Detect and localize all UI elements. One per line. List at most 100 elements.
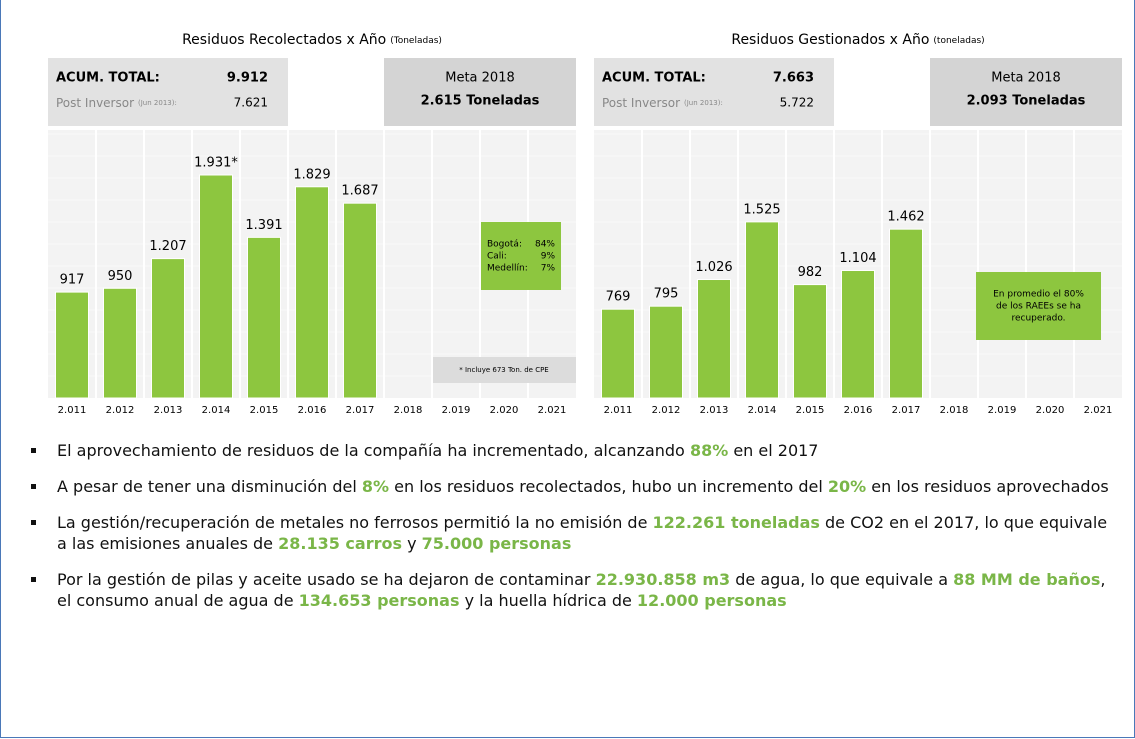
x-tick-label: 2.011 <box>604 405 633 416</box>
post-note: (Jun 2013): <box>138 99 177 107</box>
footnote-box <box>433 357 576 383</box>
bullet-text: La gestión/recuperación de metales no fe… <box>57 513 653 532</box>
x-tick-label: 2.014 <box>748 405 777 416</box>
bullet-text: y <box>402 534 422 553</box>
bullet-text: en los residuos recolectados, hubo un in… <box>389 477 828 496</box>
highlight: 134.653 personas <box>298 591 460 610</box>
post-label: Post Inversor (Jun 2013): <box>602 96 723 110</box>
value-label: 1.104 <box>839 251 876 266</box>
x-tick-label: 2.016 <box>844 405 873 416</box>
x-tick-label: 2.019 <box>442 405 471 416</box>
goal-value: 2.093 Toneladas <box>967 94 1086 109</box>
title-note: (Toneladas) <box>390 36 442 46</box>
value-label: 1.207 <box>149 239 186 254</box>
value-label: 1.525 <box>743 202 780 217</box>
bullet-text: El aprovechamiento de residuos de la com… <box>57 441 690 460</box>
bullet-text: en el 2017 <box>728 441 819 460</box>
bullet-list: El aprovechamiento de residuos de la com… <box>29 440 1119 626</box>
value-label: 1.931* <box>194 156 238 171</box>
bullet-text: , el consumo anual de agua de <box>57 570 1106 610</box>
value-label: 1.462 <box>887 210 924 225</box>
annotation-name: Medellín: <box>487 264 528 274</box>
value-label: 1.829 <box>293 167 330 182</box>
x-tick-label: 2.012 <box>652 405 681 416</box>
value-label: 769 <box>606 290 631 305</box>
bar <box>745 221 779 399</box>
x-tick-label: 2.018 <box>394 405 423 416</box>
bar <box>601 308 635 399</box>
bar <box>199 174 233 399</box>
bullet-text: de CO2 en el 2017, lo que equivale a las… <box>57 513 1108 553</box>
summary-box <box>48 58 288 126</box>
annotation-text: recuperado. <box>1011 314 1065 324</box>
highlight: 22.930.858 m3 <box>595 570 731 589</box>
highlight: 28.135 carros <box>278 534 402 553</box>
acum-value: 7.663 <box>773 71 814 86</box>
bar <box>649 305 683 399</box>
annotation-name: Cali: <box>487 252 507 262</box>
chart-title: Residuos Recolectados x Año (Toneladas) <box>182 32 442 48</box>
post-value: 7.621 <box>234 96 268 110</box>
goal-box <box>930 58 1122 126</box>
bullet-text: A pesar de tener una disminución del <box>57 477 362 496</box>
annotation-text: En promedio el 80% <box>993 290 1084 300</box>
bar <box>55 291 89 399</box>
x-tick-label: 2.017 <box>892 405 921 416</box>
annotation-box <box>976 272 1101 340</box>
post-label: Post Inversor (Jun 2013): <box>56 96 177 110</box>
highlight: 122.261 toneladas <box>652 513 820 532</box>
bullet-text: y la huella hídrica de <box>459 591 637 610</box>
x-tick-label: 2.019 <box>988 405 1017 416</box>
highlight: 12.000 personas <box>636 591 787 610</box>
post-label-text: Post Inversor <box>602 96 680 110</box>
value-label: 917 <box>60 273 85 288</box>
acum-label: ACUM. TOTAL: <box>602 71 706 86</box>
title-text: Residuos Gestionados x Año <box>731 32 929 48</box>
bar <box>151 258 185 399</box>
footnote: * Incluye 673 Ton. de CPE <box>459 366 548 374</box>
highlight: 88 MM de baños <box>953 570 1101 589</box>
highlight: 75.000 personas <box>421 534 572 553</box>
value-label: 950 <box>108 269 133 284</box>
bar <box>793 284 827 399</box>
annotation-value: 9% <box>541 252 556 262</box>
goal-title: Meta 2018 <box>445 71 515 86</box>
annotation-value: 84% <box>535 240 555 250</box>
bar <box>697 279 731 399</box>
bullet-text: en los residuos aprovechados <box>866 477 1109 496</box>
x-tick-label: 2.016 <box>298 405 327 416</box>
value-label: 795 <box>654 287 679 302</box>
x-tick-label: 2.011 <box>58 405 87 416</box>
x-tick-label: 2.021 <box>1084 405 1113 416</box>
summary-box <box>594 58 834 126</box>
bullet-text: de agua, lo que equivale a <box>730 570 954 589</box>
value-label: 982 <box>798 265 823 280</box>
bullet: El aprovechamiento de residuos de la com… <box>29 440 1119 461</box>
x-tick-label: 2.020 <box>490 405 519 416</box>
highlight: 20% <box>827 477 867 496</box>
post-note: (Jun 2013): <box>684 99 723 107</box>
goal-box <box>384 58 576 126</box>
bullet: A pesar de tener una disminución del 8% … <box>29 476 1119 497</box>
acum-value: 9.912 <box>227 71 268 86</box>
goal-title: Meta 2018 <box>991 71 1061 86</box>
x-tick-label: 2.018 <box>940 405 969 416</box>
annotation-text: de los RAEEs se ha <box>996 302 1081 312</box>
acum-label: ACUM. TOTAL: <box>56 71 160 86</box>
title-text: Residuos Recolectados x Año <box>182 32 386 48</box>
goal-value: 2.615 Toneladas <box>421 94 540 109</box>
title-note: (toneladas) <box>933 36 984 46</box>
annotation-value: 7% <box>541 264 556 274</box>
bullet-text: Por la gestión de pilas y aceite usado s… <box>57 570 596 589</box>
x-tick-label: 2.013 <box>700 405 729 416</box>
bar <box>103 287 137 399</box>
bar <box>343 202 377 399</box>
highlight: 8% <box>361 477 390 496</box>
chart-title: Residuos Gestionados x Año (toneladas) <box>731 32 984 48</box>
annotation-name: Bogotá: <box>487 240 522 250</box>
bar <box>841 270 875 399</box>
bar <box>295 186 329 399</box>
x-tick-label: 2.021 <box>538 405 567 416</box>
value-label: 1.026 <box>695 260 732 275</box>
